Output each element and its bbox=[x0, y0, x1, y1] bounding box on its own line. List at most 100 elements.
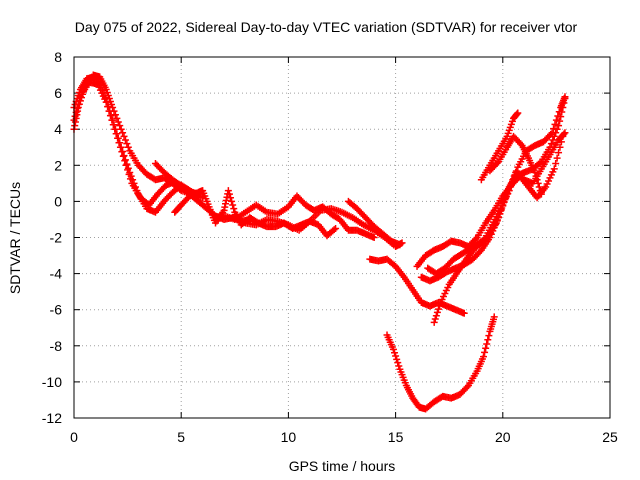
data-point bbox=[550, 125, 558, 133]
data-point bbox=[536, 159, 544, 167]
data-point bbox=[485, 332, 493, 340]
data-point bbox=[493, 159, 501, 167]
data-point bbox=[436, 302, 444, 310]
data-point bbox=[122, 161, 130, 169]
data-point bbox=[228, 197, 236, 205]
data-point bbox=[126, 175, 134, 183]
data-point bbox=[534, 179, 542, 187]
x-tick-label: 10 bbox=[281, 429, 297, 445]
data-point bbox=[490, 313, 498, 321]
data-point bbox=[533, 176, 541, 184]
data-point bbox=[560, 130, 568, 138]
data-point bbox=[561, 129, 569, 137]
data-point bbox=[125, 170, 133, 178]
data-point bbox=[111, 125, 119, 133]
data-point bbox=[111, 111, 119, 119]
data-point bbox=[537, 190, 545, 198]
y-tick-label: -2 bbox=[50, 230, 63, 246]
x-tick-label: 5 bbox=[177, 429, 185, 445]
data-point bbox=[330, 226, 338, 234]
data-point bbox=[480, 353, 488, 361]
data-point bbox=[114, 134, 122, 142]
data-point bbox=[547, 140, 555, 148]
data-point bbox=[109, 104, 117, 112]
data-point bbox=[104, 103, 112, 111]
data-point bbox=[505, 187, 513, 195]
chart-title: Day 075 of 2022, Sidereal Day-to-day VTE… bbox=[75, 19, 578, 35]
data-point bbox=[555, 122, 563, 130]
data-point bbox=[112, 130, 120, 138]
x-tick-label: 15 bbox=[388, 429, 404, 445]
data-point bbox=[433, 308, 441, 316]
data-point bbox=[393, 355, 401, 363]
data-point bbox=[554, 112, 562, 120]
tick-labels: 0 5 10 15 20 25 -12 -10 -8 -6 -4 -2 0 2 4 6 8 bbox=[42, 49, 618, 445]
data-point bbox=[229, 201, 237, 209]
data-point bbox=[395, 362, 403, 370]
data-point bbox=[370, 234, 378, 241]
data-point bbox=[552, 159, 560, 167]
data-point bbox=[124, 166, 132, 174]
data-point bbox=[463, 383, 471, 391]
data-point bbox=[105, 107, 113, 115]
data-point bbox=[225, 190, 233, 198]
data-points bbox=[70, 71, 569, 413]
data-point bbox=[556, 117, 564, 125]
grid-lines bbox=[74, 57, 610, 418]
data-point bbox=[536, 187, 544, 195]
data-point bbox=[121, 157, 129, 165]
data-point bbox=[119, 129, 127, 137]
data-point bbox=[114, 118, 122, 126]
data-point bbox=[432, 312, 440, 320]
data-point bbox=[74, 101, 82, 109]
data-point bbox=[119, 152, 127, 160]
data-point bbox=[124, 143, 132, 151]
x-tick-label: 20 bbox=[495, 429, 511, 445]
data-point bbox=[123, 140, 131, 148]
y-tick-label: -10 bbox=[42, 374, 62, 390]
data-point bbox=[116, 143, 124, 151]
data-point bbox=[514, 109, 522, 117]
data-point bbox=[115, 139, 123, 147]
data-point bbox=[483, 340, 491, 348]
data-point bbox=[230, 205, 238, 213]
data-point bbox=[555, 149, 563, 157]
data-point bbox=[430, 318, 438, 326]
data-point bbox=[106, 112, 114, 120]
data-point bbox=[118, 148, 126, 156]
y-tick-label: 8 bbox=[54, 49, 62, 65]
y-tick-label: 6 bbox=[54, 85, 62, 101]
data-point bbox=[486, 234, 494, 241]
y-tick-label: 4 bbox=[54, 121, 62, 137]
y-tick-label: 2 bbox=[54, 157, 62, 173]
data-point bbox=[512, 167, 520, 175]
data-point bbox=[551, 120, 559, 128]
data-point bbox=[478, 238, 486, 246]
x-tick-label: 25 bbox=[602, 429, 618, 445]
y-tick-label: -4 bbox=[50, 266, 63, 282]
y-tick-label: -12 bbox=[42, 410, 62, 426]
data-point bbox=[75, 97, 83, 105]
data-point bbox=[434, 305, 442, 313]
data-point bbox=[482, 344, 490, 352]
data-point bbox=[510, 175, 518, 183]
data-point bbox=[389, 345, 397, 353]
data-point bbox=[116, 122, 124, 130]
data-point bbox=[507, 183, 515, 191]
plot-frame bbox=[73, 56, 611, 419]
data-point bbox=[508, 179, 516, 187]
data-point bbox=[487, 230, 495, 238]
data-point bbox=[102, 98, 110, 106]
data-point bbox=[553, 154, 561, 162]
y-tick-label: 0 bbox=[54, 193, 62, 209]
data-point bbox=[476, 248, 484, 256]
data-point bbox=[555, 108, 563, 116]
data-point bbox=[431, 315, 439, 323]
data-point bbox=[396, 241, 404, 249]
data-point bbox=[517, 140, 525, 148]
y-tick-label: -6 bbox=[50, 302, 63, 318]
data-point bbox=[71, 112, 79, 120]
data-point bbox=[224, 187, 232, 195]
data-point bbox=[511, 171, 519, 179]
data-point bbox=[109, 121, 117, 129]
